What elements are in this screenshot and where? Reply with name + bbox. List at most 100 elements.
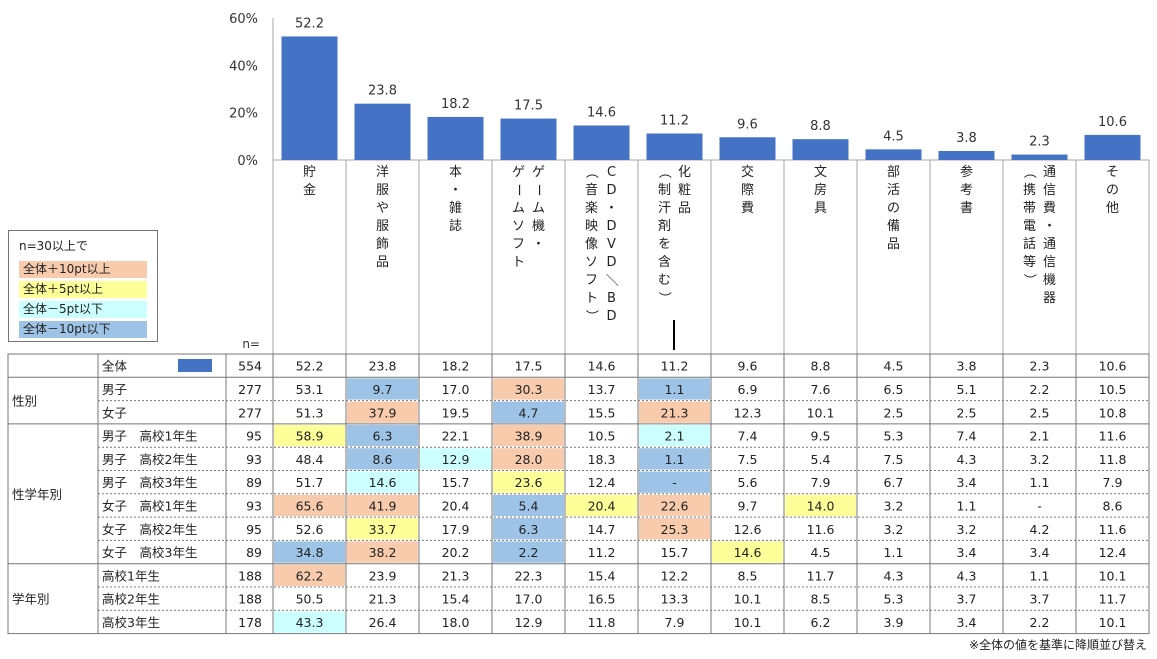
y-tick-label: 0% [237,154,258,169]
category-label-char: 文 [814,165,827,180]
category-label-char: 雑 [449,200,462,216]
n-header-label: n= [242,337,260,351]
table-cell: 11.7 [807,568,835,583]
table-cell: 15.4 [442,592,470,607]
table-cell: 6.3 [519,522,539,537]
category-label-char: 映 [585,219,598,234]
table-cell: 11.6 [1099,429,1127,444]
category-label-char: 備 [887,218,900,234]
category-label-char: 信 [1043,255,1056,270]
category-label-char: 剤 [658,218,671,234]
bar-value-label: 4.5 [883,129,904,144]
table-cell: 11.6 [1099,522,1127,537]
y-tick-label: 20% [229,107,258,122]
table-cell: 2.5 [884,405,904,420]
table-cell: 1.1 [665,382,685,397]
table-cell: 20.2 [442,545,470,560]
cell-highlight [274,494,345,517]
table-cell: 16.5 [588,592,616,607]
table-cell: 7.9 [811,475,831,490]
category-label-char: 本 [449,165,462,180]
legend-title: n=30以上で [19,239,88,253]
category-label-char: ー [531,183,546,196]
row-group-label: 性別 [12,394,37,409]
category-label-char: ・ [449,183,462,198]
row-n: 277 [238,382,262,397]
table-cell: 5.6 [738,475,758,490]
category-label-char: 金 [303,182,316,198]
table-cell: 11.8 [588,615,616,630]
cell-highlight [420,448,491,470]
table-cell: 1.1 [1030,568,1050,583]
table-cell: 11.8 [1099,452,1127,467]
table-cell: 4.3 [884,568,904,583]
legend: n=30以上で 全体＋10pt以上 全体＋5pt以上 全体－5pt以下 全体－1… [8,230,158,342]
table-cell: 15.5 [588,405,616,420]
bar [573,125,630,160]
cell-highlight [639,518,710,540]
table-cell: 8.6 [1103,498,1123,513]
category-label-char: 携 [1023,182,1036,198]
category-label-char: ソ [585,255,598,270]
category-label-char: （ [1022,165,1037,178]
table-cell: 12.4 [1099,545,1127,560]
table-cell: 4.7 [519,405,539,420]
cell-highlight [493,541,564,563]
category-label-char: D [606,219,616,234]
table-cell: 62.2 [296,568,324,583]
table-cell: 20.4 [442,498,470,513]
table-cell: 1.1 [665,452,685,467]
row-group-label: 学年別 [12,592,50,607]
table-cell: 2.5 [957,405,977,420]
table-cell: 2.3 [1030,359,1050,374]
table-cell: 11.6 [807,522,835,537]
category-label-char: 機 [532,219,545,234]
cell-highlight [493,448,564,470]
table-cell: 5.4 [519,498,539,513]
table-cell: 3.7 [957,592,977,607]
table-cell: 8.5 [738,568,758,583]
table-cell: 12.4 [588,475,616,490]
cell-highlight [639,378,710,400]
cell-highlight [347,401,418,423]
table-cell: 7.4 [957,429,977,444]
category-label-char: フ [512,237,525,252]
category-label-char: 機 [1043,273,1056,288]
table-cell: 6.7 [884,475,904,490]
table-cell: 10.8 [1099,405,1127,420]
category-label-char: ／ [604,273,619,286]
row-label: 女子 高校2年生 [102,522,197,537]
row-label: 高校2年生 [102,592,160,607]
bar [1011,154,1068,160]
table-cell: 2.1 [1030,429,1050,444]
cell-highlight [347,494,418,517]
category-label-char: 器 [1043,291,1056,306]
table-cell: 21.3 [442,568,470,583]
table-cell: 10.1 [734,592,762,607]
table-cell: 43.3 [296,615,324,630]
table-cell: 11.7 [1099,592,1127,607]
category-label-char: 品 [376,255,389,270]
category-label-char: 等 [1023,254,1036,270]
table-cell: 15.7 [661,545,689,560]
bar [1084,134,1141,160]
row-n: 277 [238,405,262,420]
row-label: 女子 [102,405,127,420]
table-cell: 3.2 [884,522,904,537]
cell-highlight [785,494,856,517]
bar-value-label: 8.8 [810,119,831,134]
category-label-char: D [606,183,616,198]
table-cell: 51.7 [296,475,324,490]
category-label-char: 書 [960,201,973,216]
bar-value-label: 2.3 [1029,135,1050,150]
row-n: 95 [246,522,262,537]
table-cell: 9.6 [738,359,758,374]
category-label-char: 服 [376,219,389,234]
category-label-char: （ [657,165,672,178]
table-cell: 10.1 [1099,568,1127,583]
table-cell: 7.6 [811,382,831,397]
table-cell: 3.4 [957,475,977,490]
category-label-char: ） [584,309,599,322]
table-cell: 58.9 [296,429,324,444]
table-cell: 52.2 [296,359,324,374]
